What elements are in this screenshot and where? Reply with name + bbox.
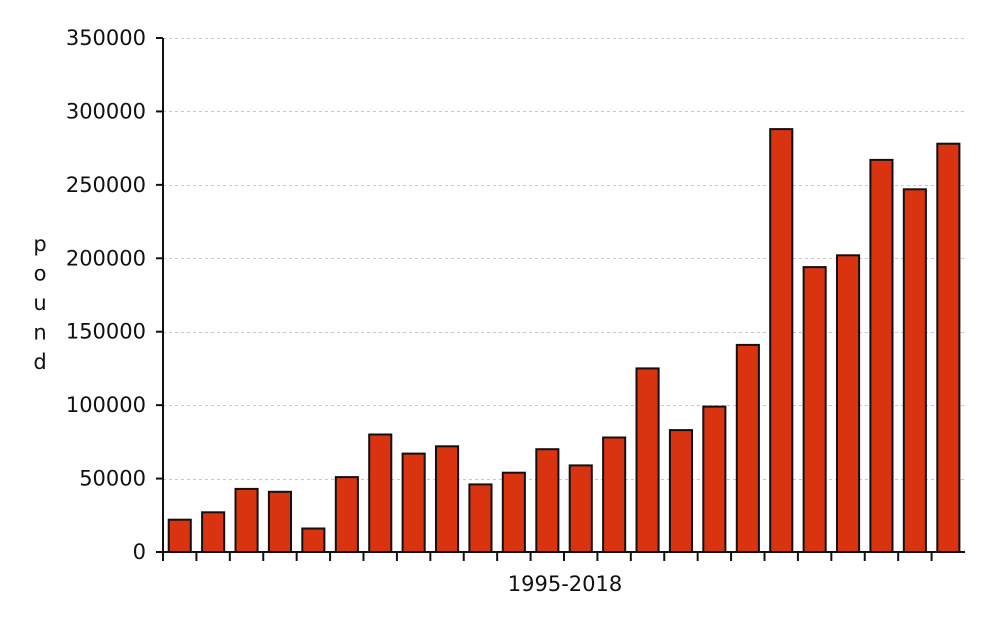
bar-2005 (501, 471, 526, 554)
bar-2004 (468, 483, 493, 553)
y-tick-label: 0 (133, 540, 146, 564)
y-tick-label: 300000 (66, 99, 146, 123)
y-axis-title-char: o (34, 262, 47, 286)
bar-1995 (167, 518, 192, 554)
bar-2003 (435, 445, 460, 553)
bar-2017 (902, 188, 927, 554)
y-axis-title-char: u (33, 291, 46, 315)
y-tick-label: 50000 (79, 467, 146, 491)
bar-1999 (301, 527, 326, 553)
bar-2008 (602, 436, 627, 553)
bar-1996 (201, 511, 226, 553)
tick-marks (156, 37, 933, 561)
bar-2007 (568, 464, 593, 553)
bar-2010 (668, 429, 694, 554)
bar-1998 (267, 490, 292, 553)
y-tick-label: 200000 (66, 246, 146, 270)
y-axis-title-char: p (33, 232, 46, 256)
y-tick-label: 350000 (66, 26, 146, 50)
bar-2014 (802, 266, 827, 553)
bar-2016 (869, 158, 894, 553)
bar-2013 (769, 128, 794, 553)
bar-2018 (936, 142, 961, 553)
gridlines (163, 38, 965, 480)
y-tick-label: 150000 (66, 320, 146, 344)
bar-2006 (535, 448, 560, 554)
bar-2002 (401, 452, 426, 554)
y-tick-label: 250000 (66, 173, 146, 197)
bar-2015 (836, 254, 861, 554)
bar-2000 (334, 476, 359, 554)
y-tick-label: 100000 (66, 393, 146, 417)
bar-2012 (735, 343, 760, 553)
y-axis-title-char: n (33, 321, 46, 345)
bar-2001 (368, 433, 393, 553)
bar-2011 (702, 405, 727, 553)
bars (167, 128, 961, 554)
bar-1997 (234, 487, 259, 553)
x-axis-title: 1995-2018 (508, 572, 622, 596)
y-tick-labels: 0 50000 100000 150000 200000 250000 300000 3500… (66, 26, 146, 564)
bar-2009 (635, 367, 660, 553)
y-axis-title-char: d (33, 350, 46, 374)
